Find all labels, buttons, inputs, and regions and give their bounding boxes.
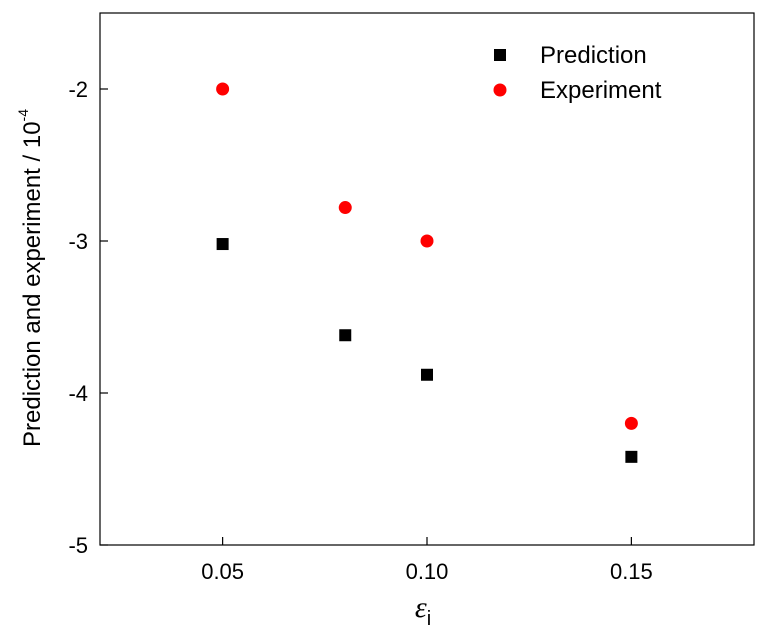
legend-experiment-marker bbox=[493, 83, 507, 97]
legend-experiment-label: Experiment bbox=[540, 77, 662, 104]
prediction-point bbox=[339, 329, 352, 342]
y-tick-label: -4 bbox=[68, 381, 88, 406]
prediction-point bbox=[625, 450, 638, 463]
y-tick-label: -3 bbox=[68, 229, 88, 254]
x-axis-label: εi bbox=[415, 591, 431, 630]
experiment-point bbox=[624, 416, 638, 430]
y-axis-label-text: Prediction and experiment / 10 bbox=[19, 121, 46, 447]
prediction-point bbox=[216, 238, 229, 251]
experiment-point bbox=[216, 82, 230, 96]
legend-prediction-marker bbox=[494, 49, 506, 61]
x-axis-label-subscript: i bbox=[427, 608, 431, 630]
experiment-point bbox=[420, 234, 434, 248]
legend-prediction-label: Prediction bbox=[540, 42, 647, 69]
x-tick-label: 0.05 bbox=[201, 559, 244, 584]
y-axis-label-exponent: -4 bbox=[15, 109, 31, 122]
y-axis-label: Prediction and experiment / 10-4 bbox=[15, 109, 46, 447]
y-tick-label: -5 bbox=[68, 533, 88, 558]
y-tick-label: -2 bbox=[68, 77, 88, 102]
x-tick-label: 0.15 bbox=[610, 559, 653, 584]
experiment-point bbox=[338, 201, 352, 215]
x-tick-label: 0.10 bbox=[406, 559, 449, 584]
prediction-point bbox=[421, 368, 433, 381]
x-axis-label-symbol: ε bbox=[415, 591, 427, 624]
